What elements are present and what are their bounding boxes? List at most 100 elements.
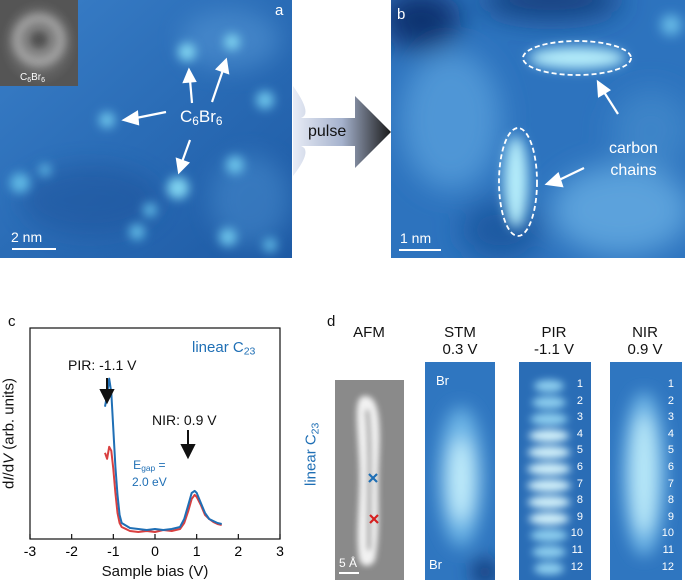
stm-title-bias: 0.3 V — [442, 341, 478, 358]
ylabel-d: d — [0, 480, 18, 489]
panel-b-letter: b — [397, 6, 406, 23]
inset-sub1: 6 — [27, 76, 32, 84]
panel-a-letter: a — [275, 2, 284, 19]
inset-sub2: 6 — [41, 76, 46, 84]
nir-atom-number-6: 6 — [667, 460, 674, 473]
chain-2-outline — [498, 127, 538, 237]
mol-sub2: 6 — [215, 113, 223, 128]
stm-title-main: STM — [444, 324, 476, 341]
x-tick-label: -3 — [24, 543, 37, 559]
pir-orbital-lobe — [533, 380, 565, 392]
pulse-label: pulse — [308, 123, 347, 140]
chart-ylabel: dI/dV (arb. units) — [1, 369, 18, 499]
inset-br: Br — [31, 72, 42, 83]
series-line-1 — [104, 377, 222, 531]
x-tick-label: -1 — [107, 543, 120, 559]
panel-b-scale-label: 1 nm — [400, 230, 432, 246]
panel-b-stm-image: b carbon chains 1 nm — [391, 0, 685, 258]
pir-title: PIR -1.1 V — [524, 324, 584, 358]
mol-c: C — [180, 107, 193, 126]
pir-orbital-lobe — [530, 529, 568, 542]
pir-orbital-lobe — [527, 496, 571, 509]
chain-1-outline — [522, 40, 632, 76]
afm-title: AFM — [353, 324, 385, 341]
pir-atom-number-10: 10 — [570, 527, 583, 540]
pir-title-main: PIR — [541, 324, 567, 341]
egap-sub: gap — [141, 463, 156, 474]
nir-atom-number-9: 9 — [667, 510, 674, 523]
pir-orbital-lobe — [527, 463, 571, 475]
pir-orbital-lobe — [527, 446, 571, 459]
panel-b-scale-bar-line — [399, 249, 441, 251]
panel-c-chart: -3 -2 -1 0 1 2 3 — [24, 327, 284, 559]
nir-atom-numbers: 1 2 3 4 5 6 7 8 9 10 11 12 — [662, 376, 674, 575]
legend-text: linear C — [192, 339, 244, 356]
stm-image — [425, 362, 495, 580]
panel-d-letter: d — [327, 313, 336, 330]
nir-atom-number-11: 11 — [662, 543, 674, 556]
afm-markers — [368, 473, 379, 524]
pir-orbital-lobe — [530, 413, 568, 426]
panel-a-inset-label: C6Br6 — [20, 72, 45, 84]
panel-a-scale-bar-line — [12, 248, 56, 250]
chart-legend: linear C23 — [192, 339, 255, 358]
chart-egap-label: Egap = 2.0 eV — [132, 458, 167, 489]
nir-title-main: NIR — [632, 324, 658, 341]
pir-orbital-lobe — [527, 479, 571, 492]
stm-br-top: Br — [436, 373, 449, 388]
pir-atom-number-9: 9 — [576, 510, 583, 523]
stm-br-bottom: Br — [429, 557, 442, 572]
afm-scale-bar-line — [339, 572, 359, 574]
chart-pir-label: PIR: -1.1 V — [68, 357, 137, 373]
pir-atom-number-3: 3 — [576, 411, 583, 424]
pir-orbital-lobe — [533, 562, 565, 575]
panel-a-background — [0, 0, 292, 258]
chart-xlabel: Sample bias (V) — [101, 563, 209, 580]
nir-atom-number-7: 7 — [667, 477, 674, 490]
x-tick-label: 2 — [234, 543, 242, 559]
afm-image: 5 Å — [335, 380, 404, 580]
panel-b-background — [391, 0, 685, 258]
panel-a-arrows — [121, 57, 230, 175]
panel-a-stm-image: a C6Br6 C6Br6 2 nm — [0, 0, 292, 258]
chart-nir-label: NIR: 0.9 V — [152, 412, 217, 428]
pulse-arrow — [293, 86, 391, 176]
pir-orbital-lobe — [531, 546, 567, 558]
pir-atom-number-7: 7 — [576, 477, 583, 490]
pir-orbital-lobe — [528, 512, 570, 525]
chart-arrows — [99, 378, 196, 460]
egap-e: E — [133, 458, 142, 472]
mol-sub1: 6 — [192, 113, 199, 128]
nir-atom-number-2: 2 — [667, 394, 674, 407]
panel-a-scale-label: 2 nm — [11, 229, 43, 245]
nir-atom-number-1: 1 — [667, 378, 674, 390]
pir-atom-number-5: 5 — [576, 444, 583, 457]
ylabel-slash: /d — [0, 463, 18, 477]
pir-atom-number-8: 8 — [576, 494, 583, 507]
egap-value: 2.0 eV — [132, 475, 167, 490]
pir-orbital-lobe — [528, 429, 570, 442]
x-tick-label: 1 — [193, 543, 201, 559]
stm-title: STM 0.3 V — [430, 324, 490, 358]
legend-sub: 23 — [243, 345, 256, 358]
ylabel-i: I — [0, 476, 18, 481]
nir-atom-number-10: 10 — [661, 527, 674, 540]
nir-atom-number-12: 12 — [661, 560, 674, 573]
pir-atom-number-6: 6 — [576, 460, 583, 473]
side-label-sub: 23 — [309, 422, 322, 435]
panel-a-molecule-label: C6Br6 — [180, 107, 223, 128]
ylabel-units: (arb. units) — [0, 378, 18, 454]
ylabel-v: V — [0, 453, 18, 464]
panel-b-annotation: carbon chains — [609, 138, 658, 182]
inset-c: C — [20, 72, 28, 83]
mol-br: Br — [198, 107, 216, 126]
pir-atom-numbers: 1 2 3 4 5 6 7 8 9 10 11 12 — [571, 376, 583, 575]
nir-image: 1 2 3 4 5 6 7 8 9 10 11 12 — [610, 362, 682, 580]
pir-atom-number-2: 2 — [576, 394, 583, 407]
panel-b-arrows — [544, 79, 619, 188]
pir-title-bias: -1.1 V — [533, 341, 575, 358]
annotation-line-1: carbon — [609, 140, 658, 157]
nir-atom-number-8: 8 — [667, 494, 674, 507]
egap-eq: = — [155, 458, 166, 472]
